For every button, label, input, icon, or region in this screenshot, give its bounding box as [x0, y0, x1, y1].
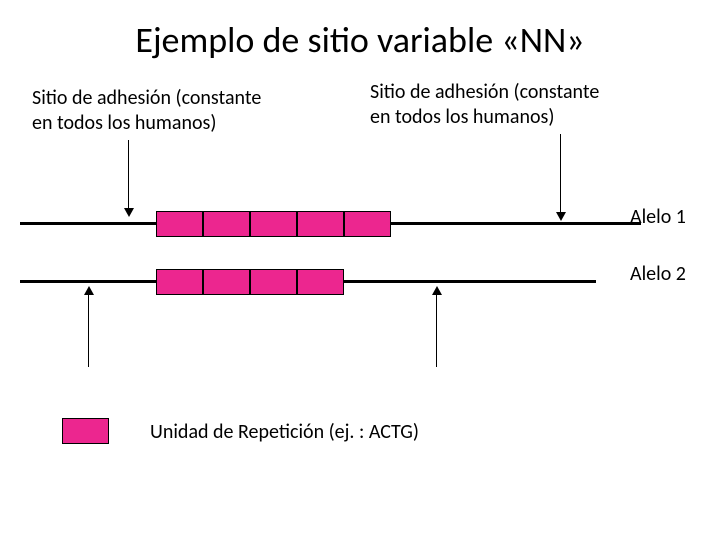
alleles-host: Alelo 1 Alelo 2 — [0, 0, 720, 540]
legend-swatch — [62, 418, 109, 444]
dna-line — [20, 280, 156, 283]
dna-line — [344, 280, 596, 283]
arrow-up-head — [84, 286, 94, 295]
allele-label: Alelo 2 — [630, 262, 686, 286]
arrow-up-shaft — [436, 295, 438, 367]
dna-line — [391, 222, 641, 225]
allele-label: Alelo 1 — [630, 205, 686, 229]
repeat-unit — [344, 211, 391, 237]
diagram-stage: Ejemplo de sitio variable «NN» Sitio de … — [0, 0, 720, 540]
repeat-unit — [156, 211, 203, 237]
arrow-up-shaft — [88, 295, 90, 367]
legend-text: Unidad de Repetición (ej. : ACTG) — [150, 420, 419, 444]
repeat-unit — [297, 269, 344, 295]
dna-line — [20, 222, 156, 225]
repeat-unit — [250, 269, 297, 295]
repeat-unit — [203, 211, 250, 237]
repeat-unit — [203, 269, 250, 295]
arrow-up-head — [432, 286, 442, 295]
repeat-unit — [250, 211, 297, 237]
repeat-unit — [156, 269, 203, 295]
repeat-unit — [297, 211, 344, 237]
